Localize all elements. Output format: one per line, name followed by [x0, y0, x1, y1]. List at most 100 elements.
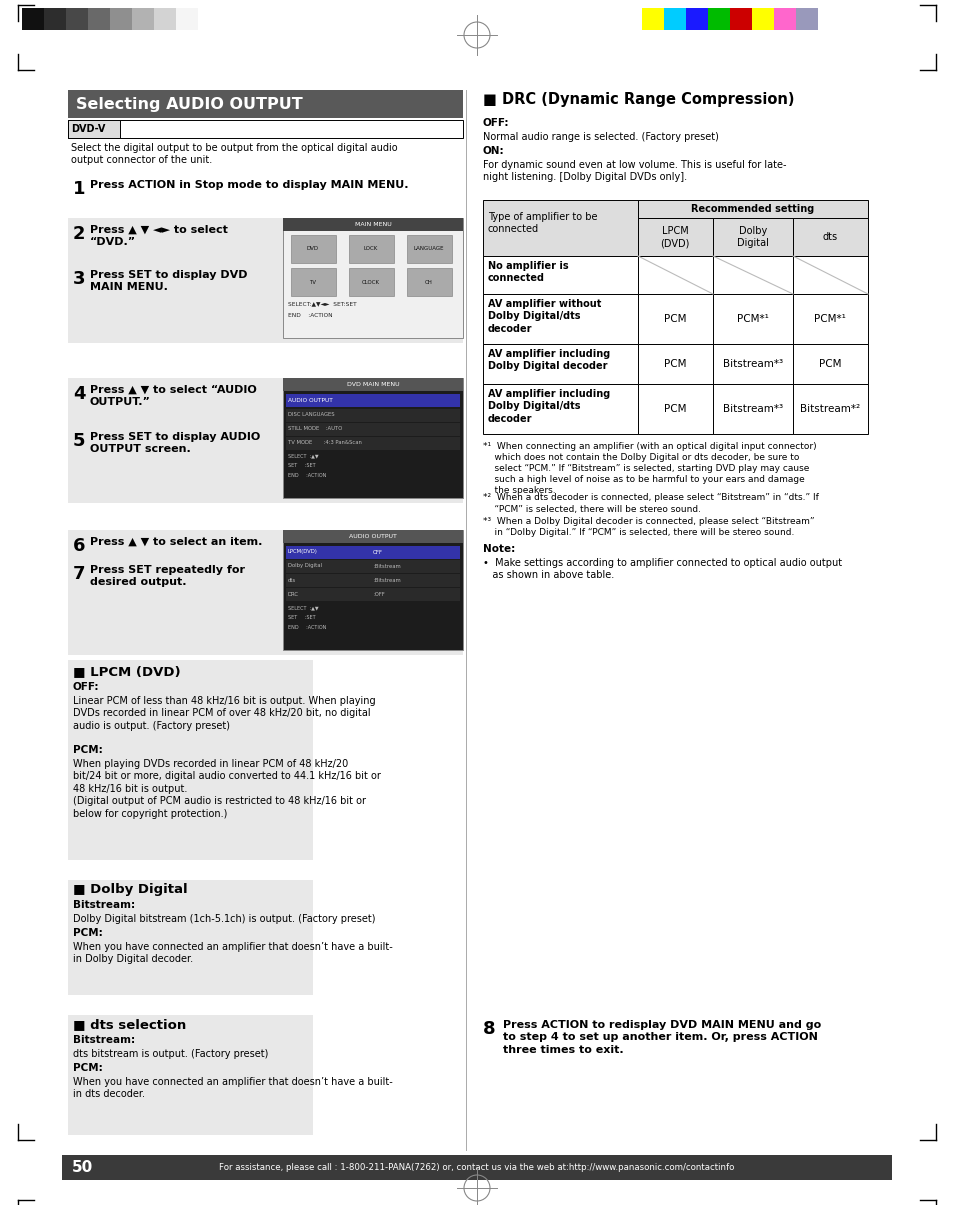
Bar [44, 8, 66, 30]
Bar [482, 343, 638, 384]
Text: When you have connected an amplifier that doesn’t have a built-
in dts decoder.: When you have connected an amplifier tha… [73, 1077, 393, 1099]
Bar [795, 8, 817, 30]
Bar [0, 0, 953, 75]
Bar [286, 437, 459, 449]
Text: CLOCK: CLOCK [361, 280, 379, 284]
Text: No amplifier is
connected: No amplifier is connected [488, 261, 568, 283]
Text: 1: 1 [73, 180, 86, 198]
Text: Normal audio range is selected. (Factory preset): Normal audio range is selected. (Factory… [482, 133, 719, 142]
Bar [707, 8, 729, 30]
Text: ■ Dolby Digital: ■ Dolby Digital [73, 883, 188, 897]
Bar [712, 343, 792, 384]
Text: DVD: DVD [307, 247, 318, 252]
Text: Dolby Digital: Dolby Digital [288, 564, 322, 569]
Text: Press ▲ ▼ to select an item.: Press ▲ ▼ to select an item. [90, 537, 262, 547]
Text: Press ▲ ▼ ◄► to select
“DVD.”: Press ▲ ▼ ◄► to select “DVD.” [90, 225, 228, 247]
Text: END    :ACTION: END :ACTION [288, 313, 333, 318]
Bar [407, 235, 452, 263]
Text: OFF: OFF [373, 549, 382, 554]
Text: PCM: PCM [663, 359, 685, 369]
Text: Press ACTION in Stop mode to display MAIN MENU.: Press ACTION in Stop mode to display MAI… [90, 180, 408, 190]
Bar [291, 235, 335, 263]
Bar [68, 660, 313, 860]
Bar [283, 218, 462, 337]
Bar [773, 8, 795, 30]
Text: :Bitstream: :Bitstream [373, 564, 400, 569]
Text: dts bitstream is output. (Factory preset): dts bitstream is output. (Factory preset… [73, 1050, 268, 1059]
Bar [349, 268, 394, 296]
Text: AUDIO OUTPUT: AUDIO OUTPUT [349, 534, 396, 539]
Text: PCM:: PCM: [73, 928, 103, 937]
Text: Bitstream:: Bitstream: [73, 1035, 135, 1045]
Text: CH: CH [425, 280, 433, 284]
Text: Dolby Digital bitstream (1ch-5.1ch) is output. (Factory preset): Dolby Digital bitstream (1ch-5.1ch) is o… [73, 915, 375, 924]
Text: 5: 5 [73, 433, 86, 449]
Bar [286, 560, 459, 574]
Bar [482, 255, 638, 294]
Bar [638, 384, 712, 434]
Text: 2: 2 [73, 225, 86, 243]
Text: 4: 4 [73, 386, 86, 402]
Text: AUDIO OUTPUT: AUDIO OUTPUT [288, 398, 333, 402]
Text: Press ACTION to redisplay DVD MAIN MENU and go
to step 4 to set up another item.: Press ACTION to redisplay DVD MAIN MENU … [502, 1019, 821, 1054]
Bar [68, 120, 120, 139]
Text: When you have connected an amplifier that doesn’t have a built-
in Dolby Digital: When you have connected an amplifier tha… [73, 942, 393, 964]
Text: LPCM(DVD): LPCM(DVD) [288, 549, 317, 554]
Bar [283, 218, 462, 231]
Text: LOCK: LOCK [363, 247, 377, 252]
Text: OFF:: OFF: [482, 118, 509, 128]
Text: Linear PCM of less than 48 kHz/16 bit is output. When playing
DVDs recorded in l: Linear PCM of less than 48 kHz/16 bit is… [73, 696, 375, 730]
Text: STILL MODE    :AUTO: STILL MODE :AUTO [288, 427, 342, 431]
Text: :Bitstream: :Bitstream [373, 577, 400, 582]
Text: PCM: PCM [818, 359, 841, 369]
Text: SET     :SET: SET :SET [288, 463, 315, 468]
Bar [62, 1156, 891, 1180]
Text: DVD MAIN MENU: DVD MAIN MENU [346, 382, 399, 387]
Text: DVD-V: DVD-V [71, 124, 105, 134]
Text: :OFF: :OFF [373, 592, 384, 596]
Text: Press SET to display DVD
MAIN MENU.: Press SET to display DVD MAIN MENU. [90, 270, 247, 293]
Text: PCM:: PCM: [73, 745, 103, 756]
Bar [792, 384, 867, 434]
Text: AV amplifier including
Dolby Digital/dts
decoder: AV amplifier including Dolby Digital/dts… [488, 389, 610, 424]
Bar [286, 394, 459, 407]
Text: PCM*¹: PCM*¹ [813, 315, 845, 324]
Text: END     :ACTION: END :ACTION [288, 625, 326, 630]
Bar [729, 8, 751, 30]
Text: END     :ACTION: END :ACTION [288, 474, 326, 478]
Bar [712, 384, 792, 434]
Text: LPCM
(DVD): LPCM (DVD) [659, 225, 689, 248]
Bar [68, 530, 462, 656]
Bar [175, 8, 198, 30]
Bar [638, 343, 712, 384]
Text: 8: 8 [482, 1019, 496, 1038]
Text: DISC LANGUAGES: DISC LANGUAGES [288, 412, 335, 417]
Bar [792, 218, 867, 255]
Text: Bitstream*³: Bitstream*³ [722, 404, 782, 415]
Text: For assistance, please call : 1-800-211-PANA(7262) or, contact us via the web at: For assistance, please call : 1-800-211-… [219, 1163, 734, 1171]
Text: *²  When a dts decoder is connected, please select “Bitstream” in “dts.” If
    : *² When a dts decoder is connected, plea… [482, 494, 818, 513]
Bar [153, 8, 175, 30]
Text: 6: 6 [73, 537, 86, 556]
Bar [482, 384, 638, 434]
Text: DRC: DRC [288, 592, 298, 596]
Text: dts: dts [288, 577, 296, 582]
Text: Press SET repeatedly for
desired output.: Press SET repeatedly for desired output. [90, 565, 245, 587]
Bar [286, 546, 459, 559]
Text: AV amplifier including
Dolby Digital decoder: AV amplifier including Dolby Digital dec… [488, 349, 610, 371]
Bar [286, 588, 459, 601]
Bar [482, 294, 638, 343]
Text: TV: TV [309, 280, 316, 284]
Text: *¹  When connecting an amplifier (with an optical digital input connector)
    w: *¹ When connecting an amplifier (with an… [482, 442, 816, 495]
Text: ■ DRC (Dynamic Range Compression): ■ DRC (Dynamic Range Compression) [482, 92, 794, 107]
Bar [751, 8, 773, 30]
Bar [132, 8, 153, 30]
Text: Dolby
Digital: Dolby Digital [737, 225, 768, 248]
Text: 7: 7 [73, 565, 86, 583]
Text: PCM: PCM [663, 315, 685, 324]
Bar [712, 255, 792, 294]
Text: Bitstream*²: Bitstream*² [800, 404, 860, 415]
Text: PCM*¹: PCM*¹ [737, 315, 768, 324]
Text: MAIN MENU: MAIN MENU [355, 222, 391, 227]
Text: PCM:: PCM: [73, 1063, 103, 1072]
